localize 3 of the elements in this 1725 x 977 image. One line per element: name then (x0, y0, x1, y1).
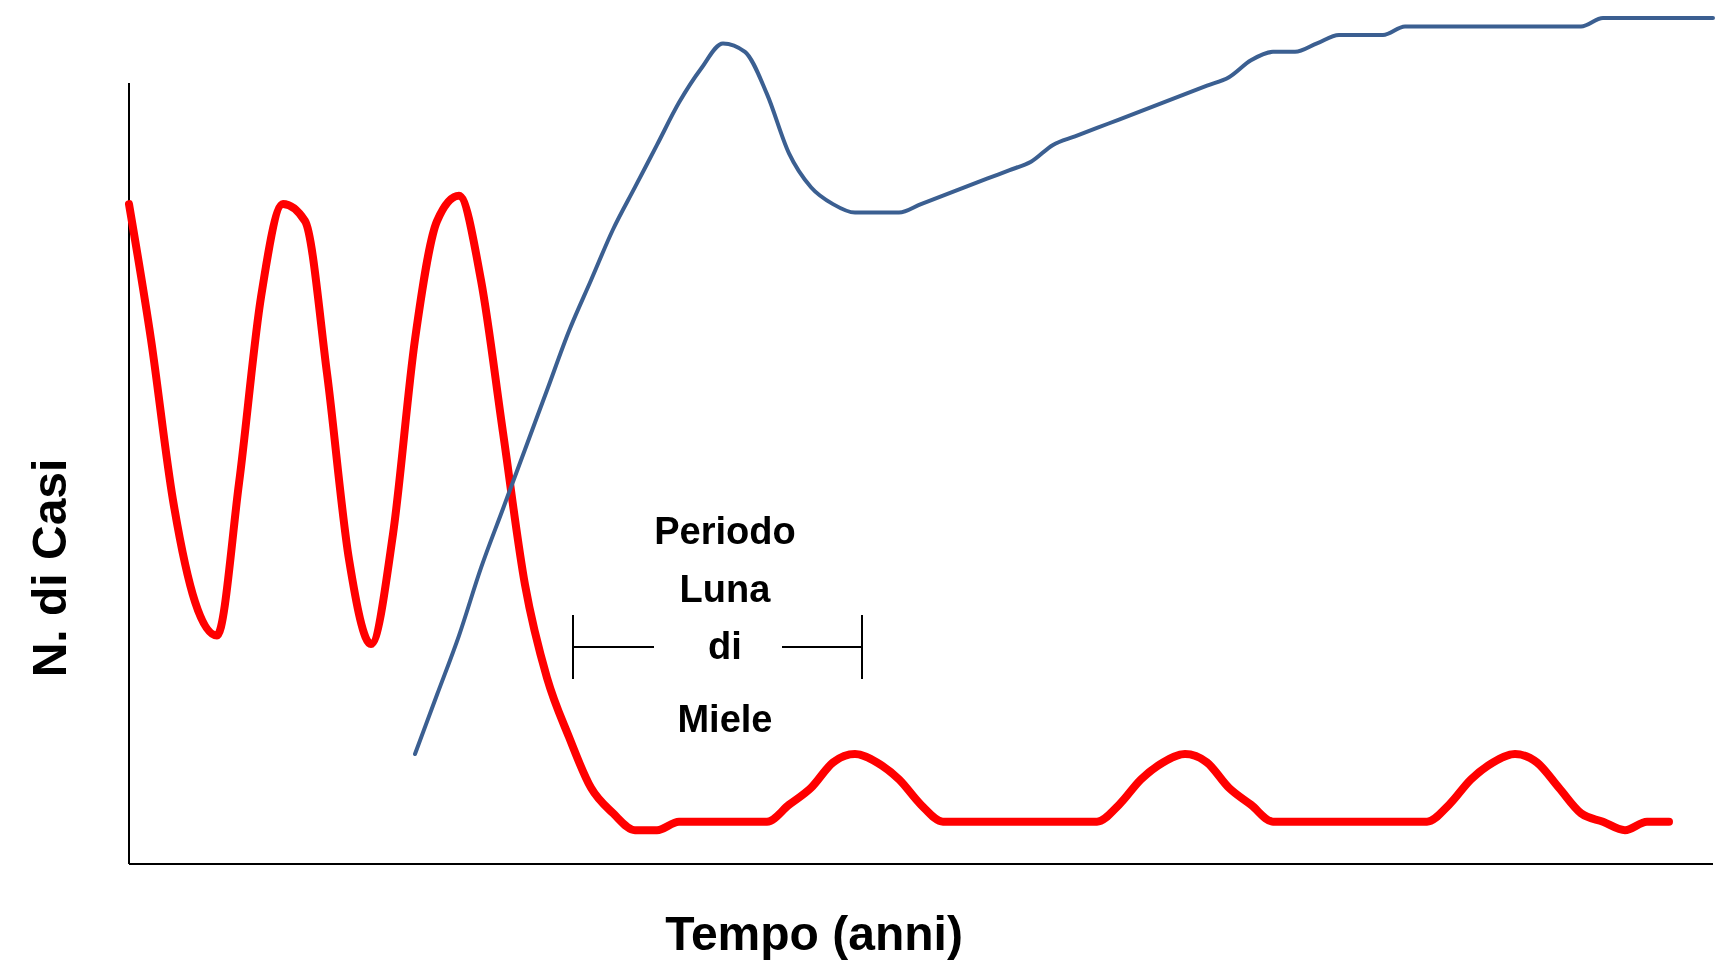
y-axis-title: N. di Casi (23, 458, 76, 678)
annotation: Periodo Luna di Miele (654, 510, 796, 740)
x-axis-title: Tempo (anni) (665, 907, 963, 960)
